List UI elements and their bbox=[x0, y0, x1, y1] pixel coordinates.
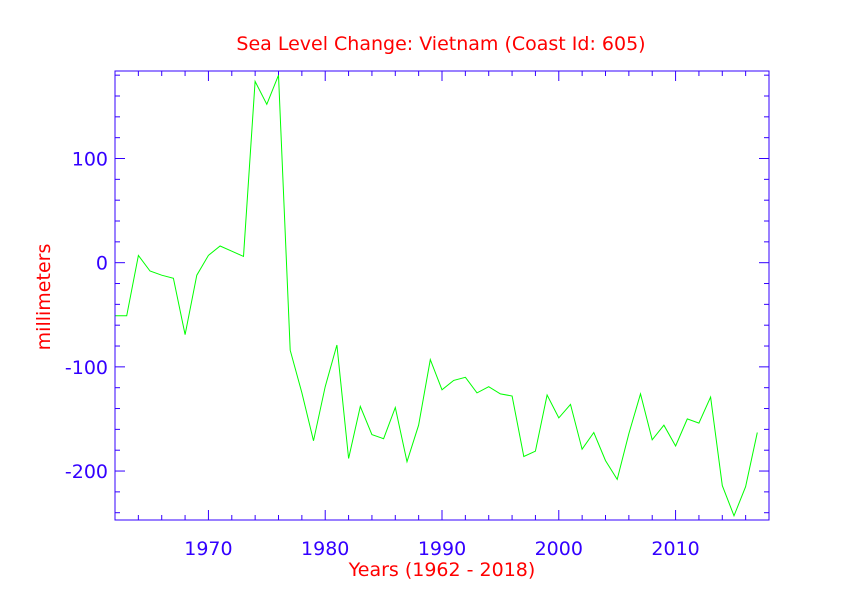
x-tick-label: 1990 bbox=[418, 538, 466, 560]
y-tick-label: 0 bbox=[96, 253, 108, 275]
plot-frame bbox=[114, 70, 770, 521]
chart-title: Sea Level Change: Vietnam (Coast Id: 605… bbox=[236, 33, 645, 55]
x-tick-label: 2000 bbox=[535, 538, 583, 560]
tick-labels: 1970 1980 1990 2000 2010 100 0 -100 -200 bbox=[65, 149, 700, 560]
x-tick-label: 1980 bbox=[301, 538, 349, 560]
y-tick-label: -100 bbox=[65, 357, 108, 379]
axis-ticks bbox=[114, 71, 770, 520]
x-axis-label: Years (1962 - 2018) bbox=[348, 559, 536, 581]
y-tick-label: 100 bbox=[72, 149, 108, 171]
series-line bbox=[115, 75, 758, 518]
x-tick-label: 2010 bbox=[651, 538, 699, 560]
y-tick-label: -200 bbox=[65, 461, 108, 483]
x-tick-label: 1970 bbox=[184, 538, 232, 560]
y-axis-label: millimeters bbox=[33, 244, 55, 351]
